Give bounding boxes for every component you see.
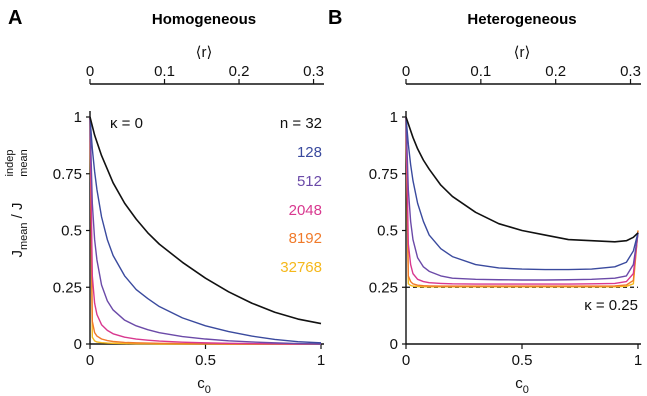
panel-title-b: Heterogeneous bbox=[467, 11, 576, 28]
panel-letter-a: A bbox=[8, 7, 22, 29]
series-line-5 bbox=[405, 116, 639, 288]
top-tick-label: 0.3 bbox=[620, 63, 641, 80]
x-axis-label-a: c0 bbox=[197, 375, 211, 396]
legend-value: 32 bbox=[305, 115, 322, 132]
y-axis-label: Jmean / Jindep mean bbox=[4, 149, 30, 257]
x-tick-label: 0 bbox=[402, 352, 410, 369]
y-tick-label: 0 bbox=[74, 336, 82, 353]
top-tick-label: 0.2 bbox=[545, 63, 566, 80]
legend-item-n8192: 8192 bbox=[289, 230, 322, 247]
series-line-0 bbox=[405, 116, 639, 243]
series-line-2 bbox=[405, 116, 639, 281]
y-tick-label: 0.75 bbox=[369, 166, 398, 183]
plot-area-b: 0 0.25 0.5 0.75 1 0 0.5 1 0 0.1 0.2 0.3 bbox=[369, 63, 642, 369]
legend-prefix: n = bbox=[280, 115, 305, 132]
legend-item-n2048: 2048 bbox=[289, 202, 322, 219]
x-tick-label: 1 bbox=[317, 352, 325, 369]
kappa-annotation-a: κ = 0 bbox=[110, 115, 143, 132]
legend-item-n128: 128 bbox=[297, 144, 322, 161]
top-tick-label: 0 bbox=[402, 63, 410, 80]
x-axis-label-b: c0 bbox=[515, 375, 529, 396]
x-tick-label: 1 bbox=[634, 352, 642, 369]
y-tick-label: 0 bbox=[390, 336, 398, 353]
top-tick-label: 0.1 bbox=[154, 63, 175, 80]
y-tick-label: 0.5 bbox=[377, 223, 398, 240]
y-tick-label: 0.25 bbox=[369, 279, 398, 296]
series-line-3 bbox=[89, 116, 321, 345]
panel-title-a: Homogeneous bbox=[152, 11, 256, 28]
series-line-0 bbox=[89, 116, 322, 325]
series-line-4 bbox=[405, 116, 639, 287]
series-line-1 bbox=[89, 116, 322, 344]
top-tick-label: 0.2 bbox=[229, 63, 250, 80]
legend-item-n32768: 32768 bbox=[280, 259, 322, 276]
top-tick-label: 0 bbox=[86, 63, 94, 80]
y-tick-label: 0.75 bbox=[53, 166, 82, 183]
y-tick-label: 1 bbox=[74, 109, 82, 126]
series-line-4 bbox=[89, 116, 321, 345]
y-tick-label: 0.25 bbox=[53, 279, 82, 296]
series-line-5 bbox=[89, 116, 321, 345]
series-line-3 bbox=[405, 116, 639, 285]
legend: n = 32 128 512 2048 8192 32768 bbox=[280, 115, 322, 276]
y-tick-label: 0.5 bbox=[61, 223, 82, 240]
y-tick-label: 1 bbox=[390, 109, 398, 126]
panel-a: A Homogeneous ⟨r⟩ 0 0.25 0.5 0.75 1 0 0.5 1 0 0.1… bbox=[4, 7, 325, 396]
series-line-1 bbox=[405, 116, 639, 271]
legend-item-n32: n = 32 bbox=[280, 115, 322, 132]
top-axis-label-a: ⟨r⟩ bbox=[196, 44, 213, 61]
top-tick-label: 0.1 bbox=[470, 63, 491, 80]
legend-item-n512: 512 bbox=[297, 173, 322, 190]
plot-area-a: 0 0.25 0.5 0.75 1 0 0.5 1 0 0.1 0.2 0.3 bbox=[53, 63, 325, 369]
top-axis-label-b: ⟨r⟩ bbox=[514, 44, 531, 61]
top-tick-label: 0.3 bbox=[303, 63, 324, 80]
x-tick-label: 0.5 bbox=[512, 352, 533, 369]
x-tick-label: 0.5 bbox=[195, 352, 216, 369]
x-tick-label: 0 bbox=[86, 352, 94, 369]
series-line-2 bbox=[89, 116, 322, 345]
kappa-annotation-b: κ = 0.25 bbox=[584, 297, 638, 314]
panel-letter-b: B bbox=[328, 7, 342, 29]
